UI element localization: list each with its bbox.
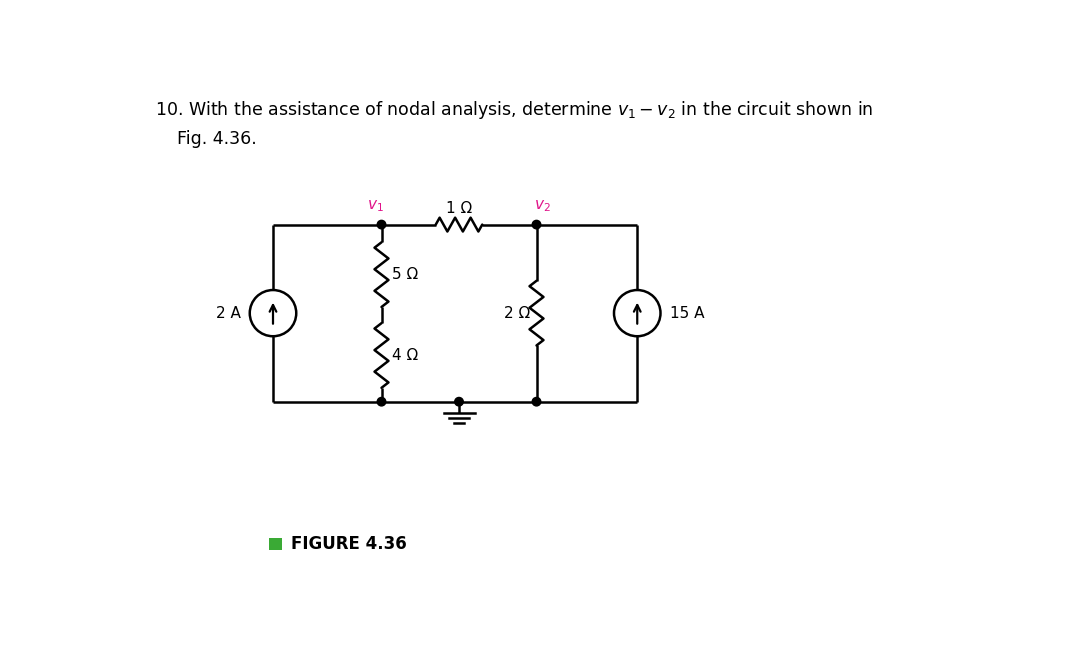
Text: 15 A: 15 A — [670, 306, 704, 320]
Circle shape — [532, 220, 540, 229]
Text: Fig. 4.36.: Fig. 4.36. — [155, 130, 257, 148]
Text: $v_2$: $v_2$ — [534, 198, 551, 214]
Circle shape — [377, 397, 386, 406]
Text: 2 A: 2 A — [216, 306, 240, 320]
Text: 2 Ω: 2 Ω — [504, 306, 530, 320]
Text: 1 Ω: 1 Ω — [445, 201, 472, 216]
Circle shape — [455, 397, 464, 406]
Circle shape — [377, 220, 386, 229]
Text: 10. With the assistance of nodal analysis, determine $v_1 - v_2$ in the circuit : 10. With the assistance of nodal analysi… — [155, 99, 874, 121]
FancyBboxPatch shape — [269, 538, 282, 550]
Text: 4 Ω: 4 Ω — [392, 348, 419, 363]
Text: $v_1$: $v_1$ — [367, 198, 383, 214]
Text: 5 Ω: 5 Ω — [392, 267, 419, 282]
Circle shape — [532, 397, 540, 406]
Text: FIGURE 4.36: FIGURE 4.36 — [290, 535, 407, 553]
